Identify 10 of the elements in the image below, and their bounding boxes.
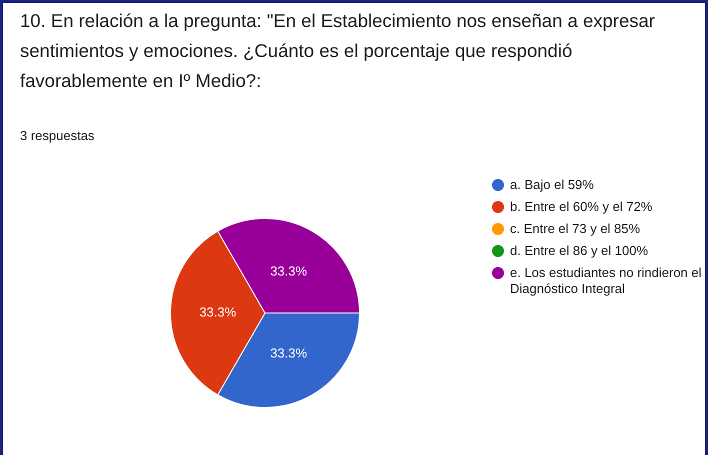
legend-label: d. Entre el 86 y el 100% bbox=[510, 243, 648, 259]
legend-label: c. Entre el 73 y el 85% bbox=[510, 221, 640, 237]
legend-label: b. Entre el 60% y el 72% bbox=[510, 199, 652, 215]
text: 3 respuestas bbox=[20, 128, 94, 143]
data-label: 33.3% bbox=[270, 346, 308, 360]
data-label: 33.3% bbox=[270, 264, 308, 279]
legend-label: a. Bajo el 59% bbox=[510, 177, 594, 193]
chart-title: 10. En relación a la pregunta: "En el Establecimiento nos enseñan a expresar sentimientos y emociones. ¿Cuánto es el porcentaje que respondió favorablemente en Iº Medio?: bbox=[20, 9, 656, 93]
data-label: 33.3% bbox=[199, 304, 237, 320]
legend-label: e. Los estudiantes no rindieron el Diagnóstico Integral bbox=[510, 265, 703, 297]
